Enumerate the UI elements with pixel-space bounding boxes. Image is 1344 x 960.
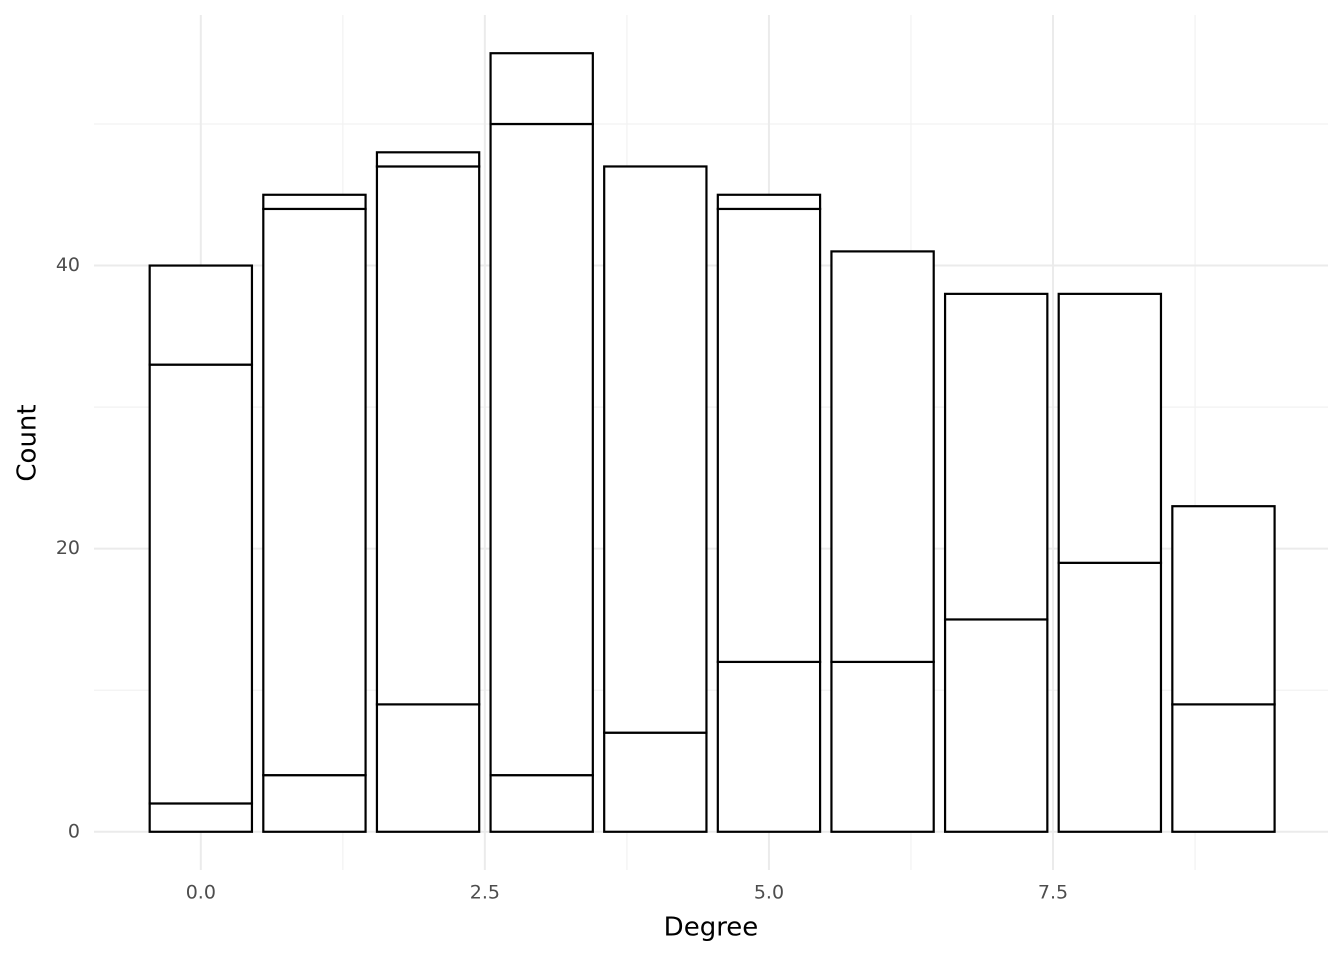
bar-segment bbox=[375, 703, 481, 833]
bar-segment bbox=[148, 264, 254, 366]
bar-segment bbox=[943, 618, 1049, 833]
bar-segment bbox=[603, 165, 708, 734]
bar-segment bbox=[489, 122, 594, 777]
y-tick-label: 0 bbox=[68, 820, 80, 842]
x-tick-label: 5.0 bbox=[754, 882, 784, 904]
bar-segment bbox=[716, 660, 822, 833]
bar-segment bbox=[148, 363, 254, 805]
bar-segment bbox=[375, 151, 481, 168]
bar-segment bbox=[1057, 561, 1163, 833]
bar-segment bbox=[262, 774, 367, 833]
bar-segment bbox=[1171, 505, 1276, 706]
bar-segment bbox=[716, 193, 822, 211]
bar-segment bbox=[830, 660, 935, 833]
bar-segment bbox=[1171, 703, 1276, 833]
bar-segment bbox=[489, 774, 594, 833]
y-tick-label: 40 bbox=[56, 254, 80, 276]
x-tick-label: 7.5 bbox=[1038, 882, 1068, 904]
bar-segment bbox=[375, 165, 481, 706]
bar-segment bbox=[262, 207, 367, 777]
bar-segment bbox=[830, 250, 935, 664]
bar-segment bbox=[603, 731, 708, 833]
y-tick-label: 20 bbox=[56, 537, 80, 559]
x-axis-title: Degree bbox=[664, 913, 759, 943]
bar-segment bbox=[1057, 292, 1163, 564]
x-tick-label: 2.5 bbox=[470, 882, 500, 904]
bar-segment bbox=[148, 802, 254, 833]
bar-segment bbox=[262, 193, 367, 211]
bar-segment bbox=[716, 207, 822, 664]
bar-segment bbox=[943, 292, 1049, 621]
x-tick-label: 0.0 bbox=[186, 882, 216, 904]
bar-segment bbox=[489, 52, 594, 126]
y-axis-title: Count bbox=[13, 404, 43, 481]
